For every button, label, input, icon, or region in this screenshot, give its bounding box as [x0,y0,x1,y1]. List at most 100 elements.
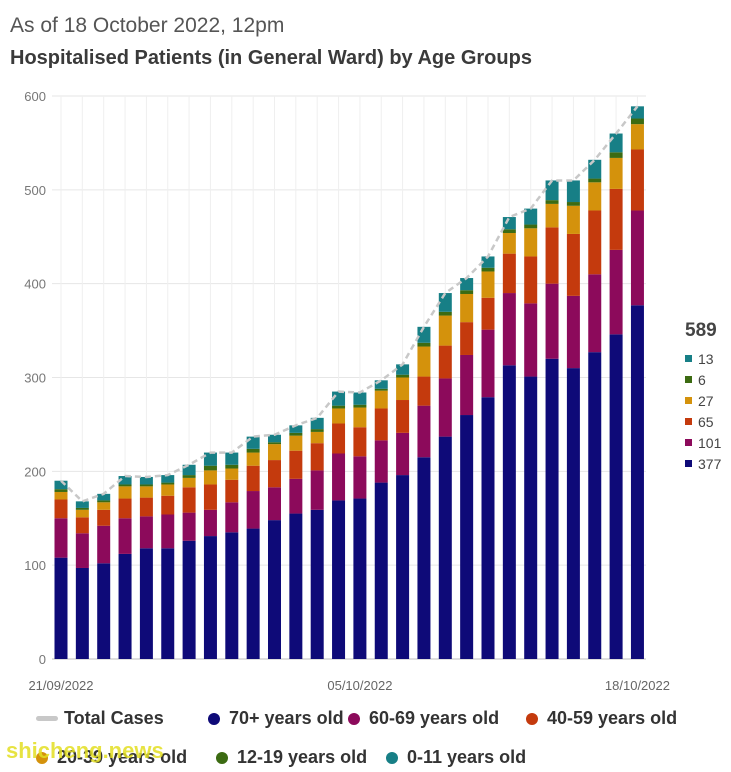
side-value-label: 6 [698,371,706,388]
series-swatch [685,460,692,467]
bar-segment [417,346,431,377]
side-value-60-69: 101 [685,432,721,453]
bar-segment [161,484,175,496]
bar-segment [353,392,367,405]
bar-segment [374,380,388,389]
bar-segment [630,305,644,659]
bar-segment [417,405,431,458]
legend-label: 60-69 years old [369,708,500,728]
bar-segment [630,118,644,125]
legend-item-60-69[interactable]: 60-69 years old [348,708,499,729]
bar-segment [438,315,452,346]
legend-item-12-19[interactable]: 12-19 years old [216,747,367,768]
bar-segment [374,390,388,409]
side-value-label: 27 [698,392,714,409]
bar-segment [481,256,495,268]
bar-segment [332,408,346,424]
side-value-list: 13 6 27 65 101 377 [685,348,721,474]
bar-segment [374,482,388,659]
bar-segment [182,512,196,541]
bar-segment [54,480,68,490]
bar-segment [396,377,410,401]
bar-segment [460,278,474,291]
bar-segment [310,431,324,444]
side-value-label: 13 [698,350,714,367]
bar-segment [203,484,217,510]
legend-item-total-cases[interactable]: Total Cases [36,708,164,729]
bar-segment [203,465,217,471]
legend-item-0-11[interactable]: 0-11 years old [386,747,526,768]
legend-label: 70+ years old [229,708,344,728]
bar-segment [566,233,580,296]
bar-segment [524,224,538,229]
bar-segment [566,205,580,234]
bar-segment [460,415,474,659]
bar-segment [54,518,68,558]
dot-swatch-icon [526,712,538,725]
bar-segment [588,352,602,659]
bar-segment [75,509,89,518]
series-swatch [685,355,692,362]
y-tick-label: 200 [24,464,46,479]
bar-segment [139,548,153,659]
dot-swatch-icon [36,751,48,764]
bar-segment [502,253,516,294]
bar-segment [396,374,410,378]
bar-segment [161,514,175,549]
bar-segment [75,507,89,510]
bar-segment [139,516,153,549]
side-value-0-11: 13 [685,348,721,369]
bar-segment [54,557,68,659]
bar-segment [609,157,623,189]
bar-segment [118,486,132,499]
bar-segment [225,464,239,469]
bar-segment [225,452,239,465]
legend-item-70plus[interactable]: 70+ years old [208,708,344,729]
y-tick-label: 100 [24,558,46,573]
bar-segment [502,217,516,230]
bar-segment [225,468,239,480]
bar-segment [268,520,281,659]
bar-segment [374,408,388,441]
bar-segment [332,423,346,454]
bar-segment [374,440,388,483]
bar-segment [310,470,324,510]
bar-segment [417,457,431,659]
bar-segment [246,436,260,449]
dot-swatch-icon [208,712,220,725]
bar-segment [289,478,303,514]
bar-segment [268,434,281,443]
bar-segment [545,227,559,284]
bar-segment [353,404,367,408]
bar-segment [203,536,217,659]
bar-segment [97,525,111,564]
bar-segment [481,271,495,298]
series-swatch [685,439,692,446]
bar-segment [438,345,452,379]
bar-segment [481,329,495,398]
bar-segment [75,517,89,534]
bar-segment [139,484,153,487]
bar-segment [161,475,175,483]
bar-segment [353,407,367,428]
bar-segment [289,425,303,433]
dot-swatch-icon [348,712,360,725]
bar-segment [75,567,89,659]
bar-segment [97,509,111,526]
dot-swatch-icon [216,751,228,764]
side-value-label: 65 [698,413,714,430]
bar-segment [310,509,324,659]
legend-item-40-59[interactable]: 40-59 years old [526,708,677,729]
bar-segment [524,303,538,377]
bar-segment [161,482,175,485]
bar-segment [566,368,580,659]
bar-segment [417,342,431,347]
bar-segment [609,334,623,659]
legend-item-20-39[interactable]: 20-39 years old [36,747,187,768]
bar-segment [566,295,580,369]
bar-segment [630,210,644,306]
bar-segment [353,498,367,659]
bar-segment [225,502,239,533]
side-total-label: 589 [685,320,717,341]
bar-segment [502,365,516,659]
